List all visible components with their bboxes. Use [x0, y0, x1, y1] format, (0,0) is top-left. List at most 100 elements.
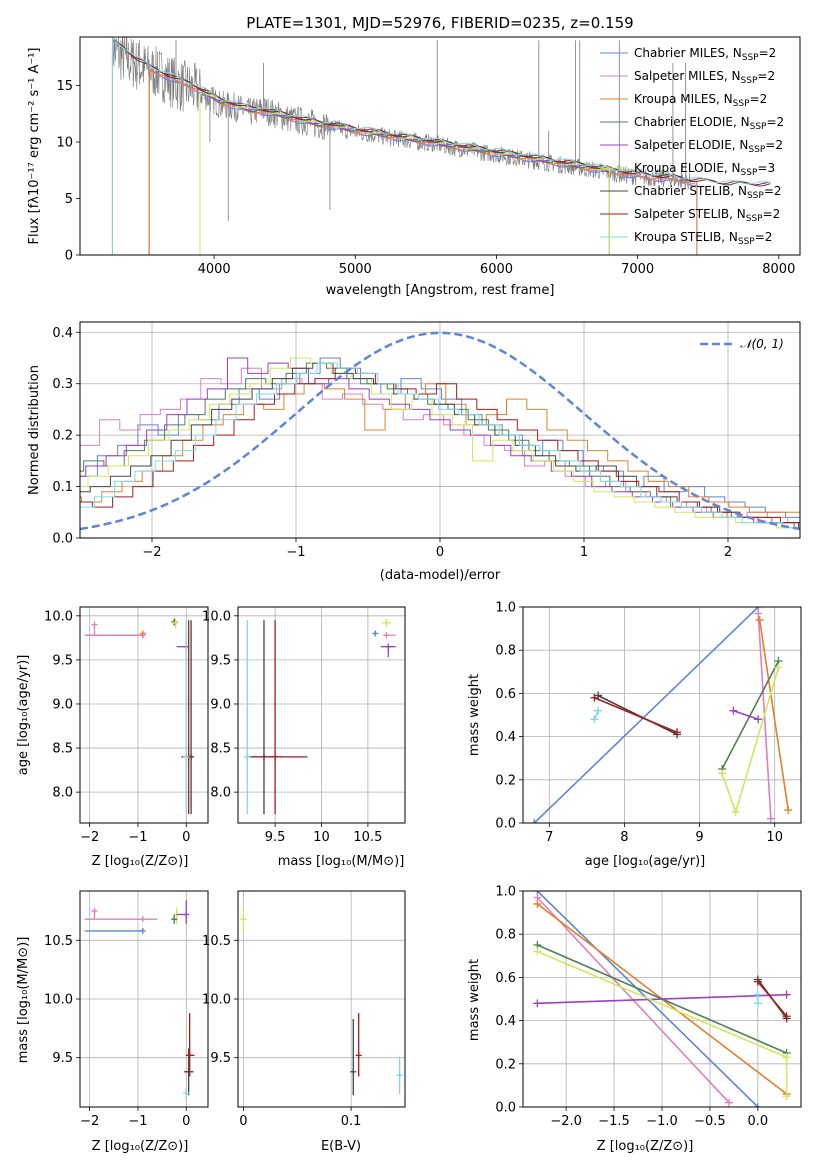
x-tick-label: 6000 [480, 262, 513, 277]
weight-marker [530, 819, 539, 823]
data-point [91, 621, 98, 628]
histogram-salpeter_stelib [80, 367, 800, 524]
spectrum-title: PLATE=1301, MJD=52976, FIBERID=0235, z=0… [246, 14, 633, 32]
y-tick-label: 8.5 [52, 742, 73, 757]
y-tick-label: 15 [56, 79, 73, 94]
weight-marker [533, 899, 542, 908]
data-point [139, 927, 146, 934]
ebv-mass-xlabel: E(B-V) [321, 1139, 361, 1154]
data-point [183, 1089, 190, 1096]
data-point [372, 630, 379, 637]
age-weight-panel: 7 8 9 10 0.0 0.2 0.4 0.6 0.8 1.0 [495, 601, 802, 845]
histogram-salpeter_elodie [80, 357, 800, 529]
y-tick-label: 9.5 [52, 1051, 73, 1066]
legend-label: Salpeter STELIB, NSSP=2 [634, 207, 780, 224]
weight-line-chabrier_miles [533, 607, 759, 823]
data-point [396, 1072, 403, 1079]
y-tick-label: 0.0 [52, 532, 73, 547]
weight-line-chabrier_elodie [721, 660, 780, 770]
y-tick-label: 0.2 [495, 773, 516, 788]
axes-frame [79, 890, 209, 1108]
model-line-salpeter_miles [148, 67, 698, 255]
x-tick-label: 4000 [198, 262, 231, 277]
spectrum-panel: 4000 5000 6000 7000 8000 0 5 10 15 Chabrier MILES… [56, 36, 801, 277]
data-point [240, 916, 247, 923]
plot-area [530, 607, 793, 823]
x-tick-label: 10.5 [353, 830, 382, 845]
legend-label: Chabrier STELIB, NSSP=2 [634, 184, 782, 201]
y-tick-label: 8.5 [210, 742, 231, 757]
legend-label: Kroupa MILES, NSSP=2 [634, 92, 767, 109]
x-tick-label: −1.0 [646, 1114, 678, 1129]
histogram-kroupa_stelib [80, 362, 800, 529]
weight-marker [782, 1092, 791, 1101]
axes-frame [237, 606, 406, 824]
residuals-xlabel: (data-model)/error [380, 568, 501, 583]
x-tick-label: 10 [766, 830, 783, 845]
y-tick-label: 0.4 [52, 326, 73, 341]
spectrum-xlabel: wavelength [Angstrom, rest frame] [326, 283, 555, 298]
x-tick-label: 1 [580, 545, 588, 560]
y-tick-label: 10 [56, 136, 73, 151]
z-mass-xlabel: Z [log₁₀(Z/Z⊙)] [92, 1139, 189, 1154]
y-tick-label: 5 [65, 192, 73, 207]
x-tick-label: −2 [142, 545, 161, 560]
x-tick-label: 2 [724, 545, 732, 560]
y-tick-label: 9.0 [52, 697, 73, 712]
legend-label: Salpeter ELODIE, NSSP=2 [634, 138, 783, 155]
age-weight-xlabel: age [log₁₀(age/yr)] [585, 854, 706, 869]
y-tick-label: 0.4 [495, 730, 516, 745]
data-point [139, 916, 146, 923]
mass-age-xlabel: mass [log₁₀(M/M⊙)] [278, 854, 405, 869]
x-tick-label: 9.5 [265, 830, 286, 845]
z-weight-panel: −2.0 −1.5 −1.0 −0.5 0.0 0.0 0.2 0.4 0.6 0.8 1.0 [495, 885, 802, 1129]
model-line-salpeter_stelib [111, 38, 771, 255]
axes-frame [79, 321, 801, 539]
weight-line-kroupa_miles [758, 619, 789, 811]
legend-label: Chabrier ELODIE, NSSP=2 [634, 115, 784, 132]
weight-marker [784, 806, 793, 815]
weight-marker [782, 1053, 791, 1062]
x-tick-label: −2.0 [550, 1114, 582, 1129]
z-weight-xlabel: Z [log₁₀(Z/Z⊙)] [597, 1139, 694, 1154]
legend-label: Kroupa ELODIE, NSSP=3 [634, 161, 775, 178]
x-tick-label: −2 [80, 830, 99, 845]
y-tick-label: 10.0 [202, 609, 231, 624]
legend-label: Kroupa STELIB, NSSP=2 [634, 230, 772, 247]
data-point [139, 630, 146, 637]
x-tick-label: 5000 [339, 262, 372, 277]
z-age-ylabel: age [log₁₀(age/yr)] [16, 655, 31, 776]
axes-frame [79, 606, 209, 824]
weight-marker [590, 715, 599, 724]
axes-frame [522, 890, 802, 1108]
plot-area [111, 37, 771, 255]
weight-marker [590, 693, 599, 702]
axes-frame [237, 890, 406, 1108]
data-point [172, 619, 179, 626]
residuals-ylabel: Normed distribution [27, 365, 42, 495]
y-tick-label: 1.0 [495, 601, 516, 616]
weight-line-salpeter_stelib [594, 696, 678, 734]
y-tick-label: 0.2 [495, 1057, 516, 1072]
legend-label: 𝒩(0, 1) [740, 337, 784, 351]
plot-area [240, 907, 403, 1096]
y-tick-label: 0.4 [495, 1014, 516, 1029]
y-tick-label: 9.0 [210, 697, 231, 712]
axes-frame [79, 36, 801, 256]
x-tick-label: 8 [620, 830, 628, 845]
x-tick-label: 0 [436, 545, 444, 560]
weight-marker [731, 808, 740, 817]
data-point [91, 907, 98, 914]
data-point [383, 619, 390, 626]
y-tick-label: 10.0 [202, 993, 231, 1008]
weight-marker [754, 609, 763, 618]
y-tick-label: 0.0 [495, 1101, 516, 1116]
z-mass-ylabel: mass [log₁₀(M/M⊙)] [16, 937, 31, 1064]
histogram-kroupa_miles [80, 383, 800, 513]
x-tick-label: −2 [80, 1114, 99, 1129]
weight-line-salpeter_elodie [733, 709, 759, 721]
y-tick-label: 0.8 [495, 644, 516, 659]
legend-label: Salpeter MILES, NSSP=2 [634, 69, 775, 86]
weight-marker [782, 990, 791, 999]
